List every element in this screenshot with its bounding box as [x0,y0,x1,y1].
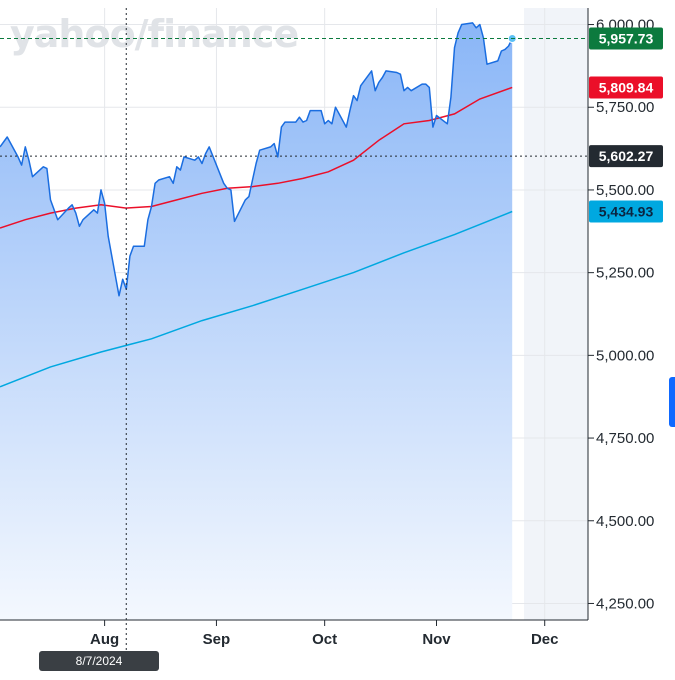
price-line [0,22,513,297]
y-tick-label: 4,750.00 [596,430,654,447]
y-tick-label: 5,250.00 [596,265,654,282]
moving-average-lines [0,86,513,388]
price-area [0,22,513,620]
x-tick-label: Nov [422,631,451,648]
x-tick-label: Oct [312,631,337,648]
price-tag-last-label: 5,957.73 [599,31,654,47]
x-tick-label: Sep [203,631,231,648]
price-tags: 5,957.73 5,809.84 5,602.27 5,434.93 [589,27,663,223]
price-tag-last-background [589,27,663,50]
future-period-shade [524,8,588,620]
y-tick-label: 5,000.00 [596,347,654,364]
price-tag-cursor: 5,602.27 [589,145,663,168]
price-tag-ma50-background [589,76,663,99]
price-tag-cursor-label: 5,602.27 [599,148,654,164]
x-axis: Aug Sep Oct Nov Dec [0,619,588,648]
yahoo-finance-watermark: yahoo/finance [10,12,298,56]
y-tick-label: 4,500.00 [596,513,654,530]
cursor-date-label: 8/7/2024 [39,651,159,671]
price-tag-ma50-label: 5,809.84 [599,79,654,95]
price-area-fill [0,22,513,620]
cursor-date-background [39,651,159,671]
price-tag-last: 5,957.73 [589,27,663,50]
price-tag-ma200-background [589,200,663,223]
scroll-handle[interactable] [669,377,675,427]
y-tick-label: 5,750.00 [596,99,654,116]
y-tick-label: 4,250.00 [596,595,654,612]
y-tick-label: 5,500.00 [596,182,654,199]
moving-average-50-line [0,86,513,229]
cursor-date-text: 8/7/2024 [76,654,123,668]
x-tick-label: Dec [531,631,559,648]
price-tag-ma50: 5,809.84 [589,76,663,99]
crosshair [0,8,588,650]
price-tag-ma200-label: 5,434.93 [599,203,654,219]
price-tag-cursor-background [589,145,663,168]
price-tag-ma200: 5,434.93 [589,200,663,223]
x-tick-label: Aug [90,631,119,648]
moving-average-200-line [0,210,513,388]
y-axis: 4,250.00 4,500.00 4,750.00 5,000.00 5,250.00… [587,8,654,620]
